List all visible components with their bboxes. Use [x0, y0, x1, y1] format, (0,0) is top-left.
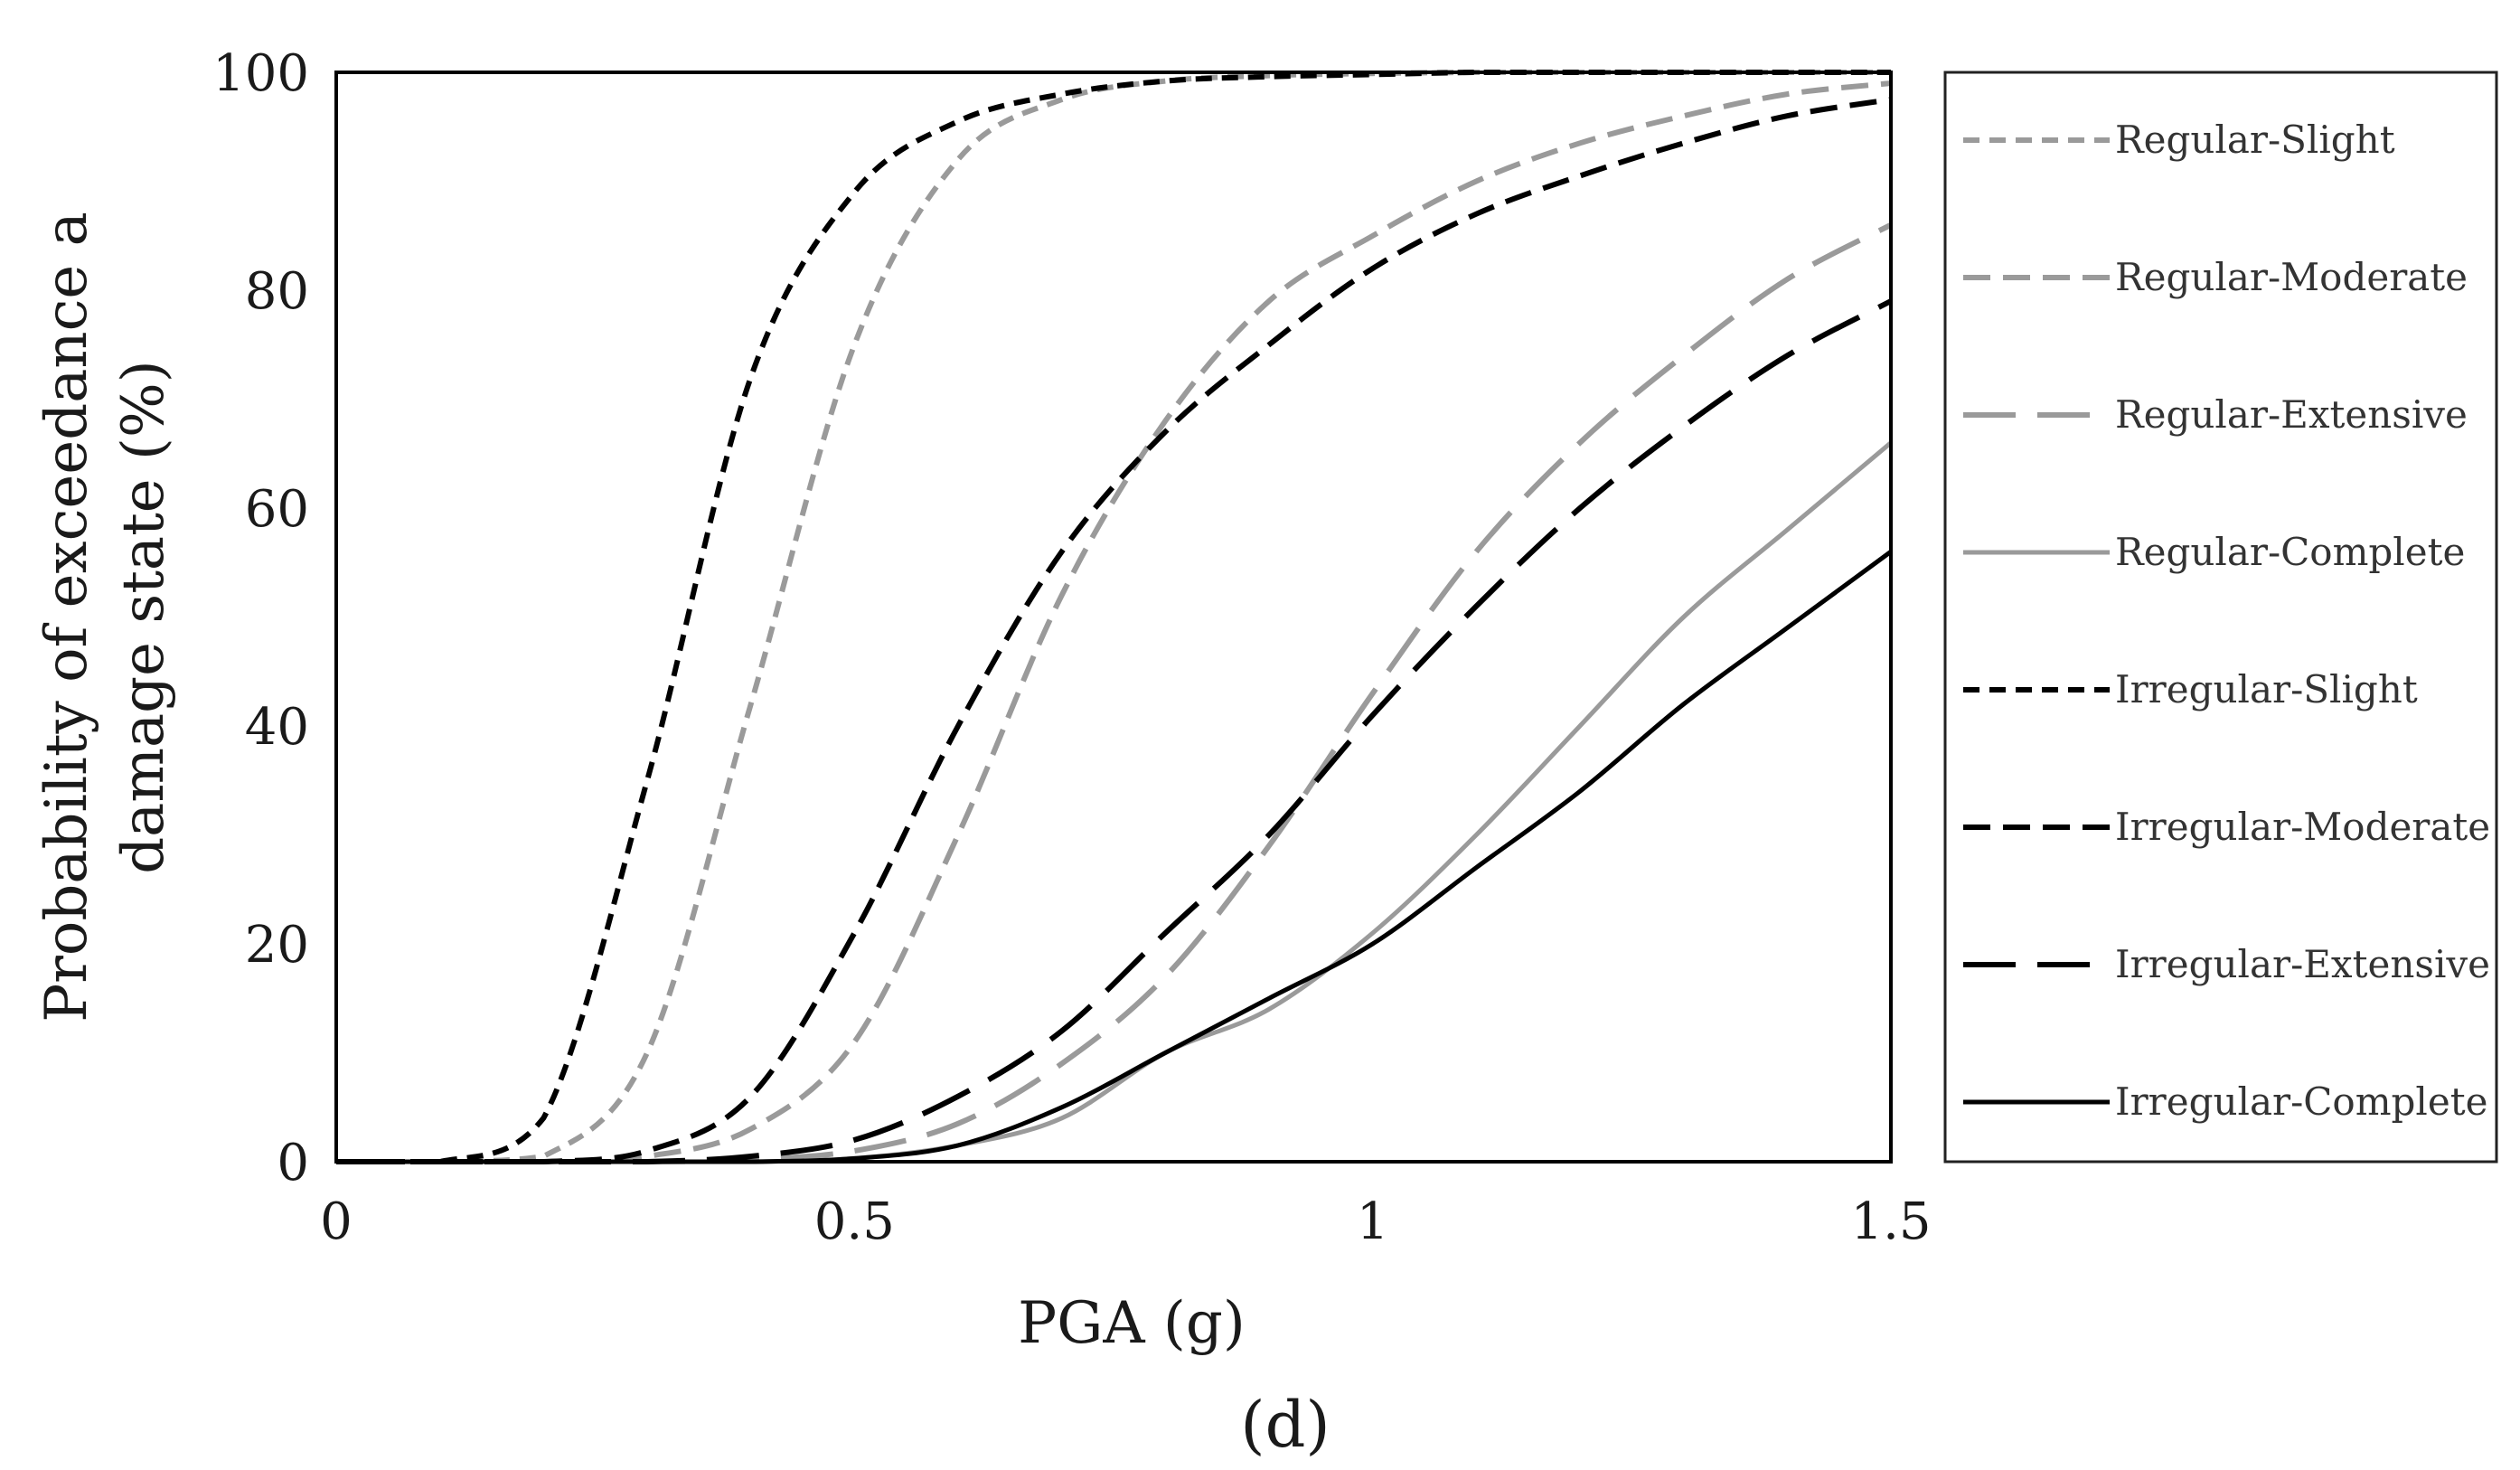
axes: 0 0.5 1 1.5 0 20 40 60 80 100 PGA (g) Probability o…: [33, 44, 1932, 1357]
series-line-irregular-slight: [335, 69, 1891, 1165]
legend-label: Irregular-Complete: [2115, 1079, 2487, 1124]
legend-label: Regular-Complete: [2115, 530, 2465, 574]
legend-label: Regular-Slight: [2115, 118, 2395, 162]
x-tick-label: 1: [1357, 1192, 1389, 1251]
series-line-irregular-moderate: [335, 97, 1892, 1165]
legend-label: Regular-Moderate: [2115, 255, 2468, 299]
y-tick-label: 60: [245, 480, 309, 539]
y-tick-label: 20: [245, 916, 309, 975]
legend: Regular-Slight Regular-Moderate Regular-Ex…: [1943, 71, 2498, 1164]
series-line-irregular-extensive: [335, 298, 1893, 1165]
x-tick-label: 0.5: [814, 1192, 895, 1251]
plot-area: [335, 69, 1893, 1165]
y-tick-label: 80: [245, 262, 309, 321]
series-line-regular-slight: [335, 69, 1891, 1165]
legend-box: [1943, 71, 2498, 1164]
legend-label: Regular-Extensive: [2115, 392, 2468, 437]
y-axis-title-line2: damage state (%): [110, 360, 177, 874]
y-tick-label: 40: [245, 698, 309, 757]
legend-label: Irregular-Slight: [2115, 667, 2418, 711]
y-axis-title-line1: Probability of exceedance a: [33, 212, 100, 1022]
x-tick-label: 0: [320, 1192, 353, 1251]
panel-label: (d): [1240, 1388, 1330, 1462]
y-tick-label: 0: [277, 1134, 309, 1192]
series-line-regular-moderate: [335, 80, 1892, 1165]
plot-frame: [334, 71, 1893, 1164]
legend-label: Irregular-Extensive: [2115, 942, 2490, 986]
x-tick-label: 1.5: [1850, 1192, 1931, 1251]
series-line-regular-extensive: [335, 222, 1893, 1165]
x-axis-title: PGA (g): [1018, 1290, 1246, 1357]
legend-label: Irregular-Moderate: [2115, 805, 2490, 849]
y-tick-label: 100: [212, 44, 309, 103]
